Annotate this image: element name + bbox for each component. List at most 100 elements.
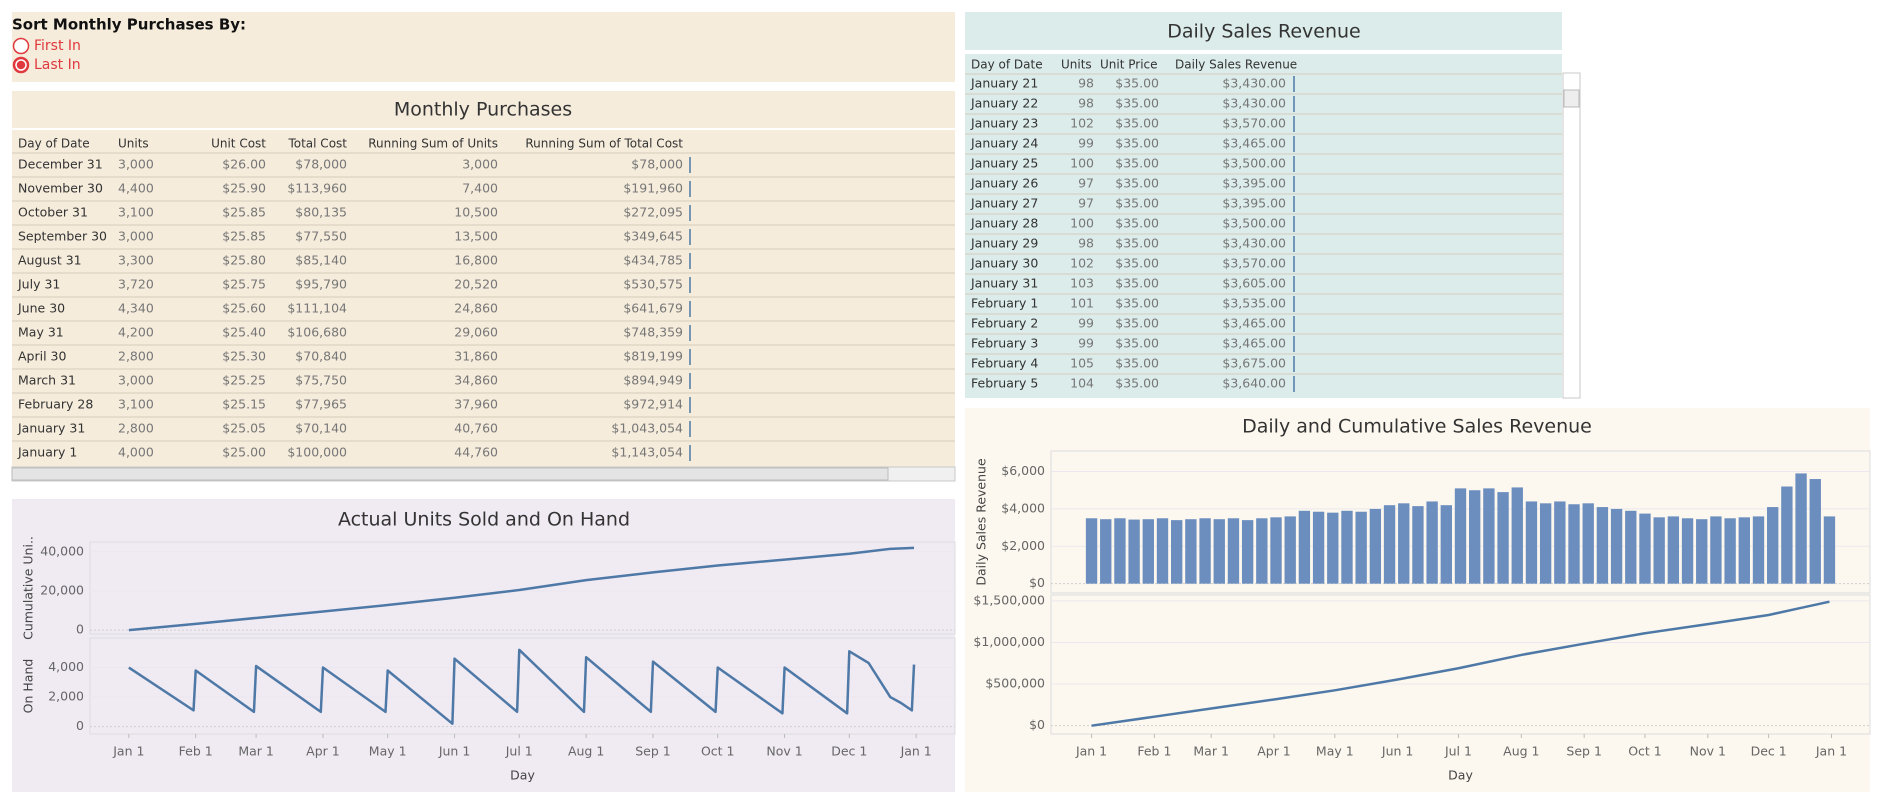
table-cell: $3,430.00 [1222,236,1286,251]
table-cell: $894,949 [623,373,683,388]
bar [1227,518,1240,584]
y-tick-label: $2,000 [1001,538,1045,553]
bar [1412,506,1424,584]
bar [1582,503,1594,584]
table-cell: $25.40 [222,325,266,340]
pane-border [1050,450,1871,594]
table-cell: January 31 [17,421,85,436]
column-header: Units [1061,58,1092,72]
table-cell: $35.00 [1115,176,1159,191]
table-cell: $25.85 [222,205,266,220]
line [128,648,916,725]
pane-border [89,541,956,635]
table-cell: January 26 [970,176,1038,191]
table-cell: $3,465.00 [1222,316,1286,331]
table-cell: February 2 [971,316,1038,331]
table-cell: October 31 [18,205,88,220]
bar [1497,492,1509,584]
table-cell: $35.00 [1115,96,1159,111]
table-cell: 10,500 [454,205,498,220]
table-cell: $25.75 [222,277,266,292]
table-cell: July 31 [17,277,60,292]
bar [1752,516,1765,584]
table-title: Daily Sales Revenue [1167,21,1360,43]
y-tick-label: 40,000 [40,543,84,558]
y-tick-label: $0 [1029,575,1045,590]
bar [1398,503,1410,584]
bar [1100,519,1112,584]
y-axis-title: Daily Sales Revenue [974,458,989,586]
bar [1383,505,1396,584]
table-cell: $1,043,054 [611,421,683,436]
x-tick-label: Jan 1 [1075,744,1107,759]
table-cell: $35.00 [1115,136,1159,151]
table-cell: $111,104 [287,301,347,316]
bar [1738,517,1750,584]
units-chart-panel [12,499,955,792]
bar [1171,520,1183,584]
radio-label[interactable]: First In [34,38,81,54]
table-cell: 16,800 [454,253,498,268]
table-cell: 4,340 [118,301,154,316]
column-header: Unit Cost [211,137,266,151]
bar [1610,508,1623,584]
table-cell: $3,570.00 [1222,116,1286,131]
line [1091,600,1830,727]
x-tick-label: Dec 1 [1751,744,1787,759]
table-cell: $35.00 [1115,316,1159,331]
table-cell: 3,720 [118,277,154,292]
x-tick-label: Nov 1 [1690,744,1726,759]
table-cell: $972,914 [623,397,683,412]
x-tick-label: May 1 [369,744,407,759]
x-tick-label: Mar 1 [1193,744,1229,759]
y-tick-label: $4,000 [1001,500,1045,515]
bar [1440,505,1452,584]
y-tick-label: $1,000,000 [973,634,1045,649]
bar [1781,486,1793,584]
v-scrollbar-thumb[interactable] [1563,89,1580,108]
y-tick-label: 0 [76,622,84,637]
parameter-panel [12,12,955,82]
x-tick-label: Feb 1 [1137,744,1171,759]
table-cell: $77,965 [295,397,347,412]
table-cell: $3,430.00 [1222,76,1286,91]
table-cell: 100 [1070,216,1094,231]
table-cell: $35.00 [1115,276,1159,291]
table-cell: 99 [1078,336,1094,351]
table-cell: $106,680 [287,325,347,340]
radio-button[interactable] [12,37,30,55]
table-cell: $3,500.00 [1222,216,1286,231]
table-cell: $25.15 [222,397,266,412]
radio-label[interactable]: Last In [34,57,81,73]
x-tick-label: Aug 1 [568,744,604,759]
table-cell: 4,000 [118,445,154,460]
x-tick-label: Aug 1 [1503,744,1539,759]
bar [1483,488,1495,584]
x-tick-label: Jun 1 [438,744,470,759]
table-cell: $35.00 [1115,296,1159,311]
separator [12,128,955,130]
x-tick-label: Jul 1 [1444,744,1472,759]
table-cell: 102 [1070,256,1094,271]
daily-table-panel [965,54,1562,398]
table-cell: 4,200 [118,325,154,340]
bar [1241,520,1254,584]
h-scrollbar-thumb[interactable] [11,467,889,481]
table-cell: January 1 [17,445,77,460]
table-cell: 101 [1070,296,1094,311]
v-scrollbar[interactable] [1562,72,1581,399]
pane-border [1050,594,1871,735]
bar [1142,519,1154,584]
table-cell: March 31 [18,373,76,388]
table-cell: December 31 [18,157,103,172]
table-cell: $3,640.00 [1222,376,1286,391]
bar [1312,511,1325,584]
column-header: Unit Price [1100,58,1158,72]
bar [1809,479,1821,584]
bar [1795,473,1807,584]
table-cell: February 1 [971,296,1038,311]
table-cell: $35.00 [1115,256,1159,271]
table-cell: January 30 [970,256,1038,271]
table-cell: $3,395.00 [1222,196,1286,211]
table-cell: February 4 [971,356,1038,371]
